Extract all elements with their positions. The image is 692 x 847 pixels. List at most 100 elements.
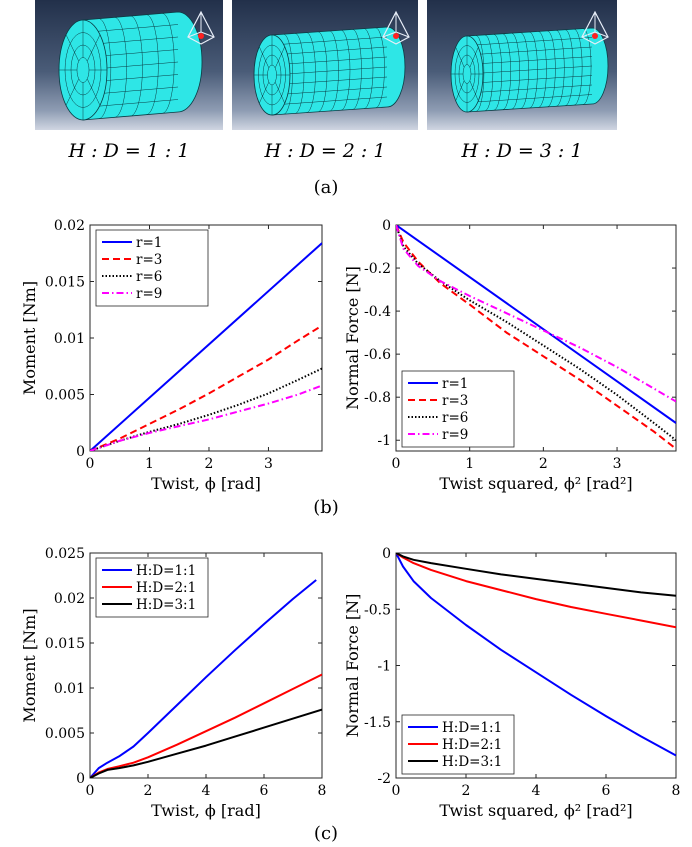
x-tick-label: 3 <box>264 456 273 472</box>
series-line-3 <box>90 384 322 451</box>
y-tick-label: 0.005 <box>45 388 85 404</box>
y-tick-label: 0.015 <box>45 636 85 652</box>
series-line-0 <box>396 225 676 424</box>
mesh-line <box>466 75 593 84</box>
cylinder-mesh-2-1 <box>253 10 410 116</box>
mesh-line <box>484 34 494 112</box>
legend-label-2: H:D=3:1 <box>442 754 502 770</box>
mesh-spoke <box>87 34 101 62</box>
mesh-line <box>466 56 593 65</box>
y-tick-label: -0.8 <box>364 390 391 406</box>
legend: H:D=1:1H:D=2:1H:D=3:1 <box>95 557 209 618</box>
series-line-1 <box>396 553 676 629</box>
mesh-spoke <box>274 81 285 104</box>
mesh-line <box>466 37 593 46</box>
caption-a: (a) <box>313 177 339 198</box>
y-tick-label: 0.015 <box>45 275 85 291</box>
mesh-line <box>363 28 374 109</box>
ratio-label-3: H : D = 3 : 1 <box>461 140 583 162</box>
y-tick-label: 0.005 <box>45 726 85 742</box>
x-tick-label: 8 <box>672 783 681 799</box>
legend: r=1r=3r=6r=9 <box>401 370 515 448</box>
mesh-spoke <box>259 81 270 104</box>
series-line-2 <box>396 225 676 441</box>
mesh-line <box>502 33 511 110</box>
y-axis-label: Moment [Nm] <box>20 608 39 722</box>
series-line-0 <box>90 242 322 451</box>
mesh-line <box>162 13 175 114</box>
y-tick-label: 0.025 <box>45 546 85 562</box>
y-tick-label: 0 <box>76 444 85 460</box>
mesh-spoke <box>455 47 465 68</box>
x-tick-label: 3 <box>613 456 622 472</box>
legend-label-3: r=9 <box>442 427 468 443</box>
y-tick-label: 0 <box>76 771 85 787</box>
legend-label-1: r=3 <box>442 393 468 409</box>
cylinder-mesh-3-1 <box>450 10 609 113</box>
mesh-render-1-1 <box>35 0 223 130</box>
mesh-line <box>565 29 574 106</box>
mesh-line <box>271 66 388 76</box>
x-tick-label: 1 <box>465 456 474 472</box>
legend-label-2: r=6 <box>442 410 468 426</box>
mesh-line <box>114 17 127 118</box>
y-tick-label: 0.02 <box>54 218 85 234</box>
y-tick-label: -0.6 <box>364 347 391 363</box>
x-axis-label: Twist squared, ϕ² [rad²] <box>439 474 632 493</box>
mesh-line <box>466 46 593 56</box>
series-line-2 <box>90 708 322 778</box>
series-line-0 <box>396 553 676 757</box>
legend-label-1: H:D=2:1 <box>442 737 502 753</box>
axis-triad-icon <box>187 10 215 45</box>
legend-label-0: H:D=1:1 <box>442 720 502 736</box>
mesh-line <box>130 15 143 117</box>
x-tick-label: 2 <box>144 783 153 799</box>
mesh-line <box>466 94 593 103</box>
mesh-line <box>317 31 328 113</box>
series-line-3 <box>396 225 676 403</box>
mesh-line <box>271 36 388 46</box>
x-axis-label: Twist, ϕ [rad] <box>151 474 261 493</box>
mesh-line <box>283 33 293 115</box>
x-tick-label: 1 <box>145 456 154 472</box>
series-line-2 <box>396 553 676 597</box>
y-tick-label: 0.01 <box>54 331 85 347</box>
x-axis-label: Twist squared, ϕ² [rad²] <box>439 801 632 820</box>
mesh-line <box>547 30 556 108</box>
x-tick-label: 2 <box>462 783 471 799</box>
chart-c-normal-force: 0 2 4 6 8 -2 -1.5 -1 -0.5 0 Twist squared, ϕ² [rad… <box>343 546 681 820</box>
caption-b: (b) <box>313 497 339 518</box>
y-tick-label: -1 <box>377 433 391 449</box>
x-tick-label: 6 <box>260 783 269 799</box>
x-tick-label: 0 <box>392 783 401 799</box>
x-tick-label: 8 <box>318 783 327 799</box>
mesh-line <box>146 14 159 115</box>
mesh-line <box>98 18 112 119</box>
x-tick-label: 6 <box>602 783 611 799</box>
mesh-line <box>538 31 547 108</box>
y-tick-label: 0 <box>382 218 391 234</box>
mesh-line <box>306 32 316 113</box>
mesh-line <box>574 28 583 106</box>
x-tick-label: 4 <box>532 783 541 799</box>
chart-b-normal-force: 0 1 2 3 -1 -0.8 -0.6 -0.4 -0.2 0 Twist squared, ϕ²… <box>343 218 677 493</box>
chart-c-moment: 0 2 4 6 8 0 0.005 0.01 0.015 0.02 0.025 Twist, ϕ [r… <box>20 546 327 820</box>
y-tick-label: -0.4 <box>364 304 391 320</box>
legend: r=1r=3r=6r=9 <box>95 229 209 307</box>
y-tick-label: 0.01 <box>54 681 85 697</box>
mesh-spoke <box>65 34 79 62</box>
mesh-render-3-1 <box>427 0 617 130</box>
y-axis-label: Normal Force [N] <box>343 594 362 738</box>
legend-label-0: H:D=1:1 <box>136 563 196 579</box>
y-tick-label: 0 <box>382 546 391 562</box>
mesh-line <box>352 29 362 110</box>
legend-label-1: r=3 <box>136 252 162 268</box>
legend: H:D=1:1H:D=2:1H:D=3:1 <box>401 714 515 775</box>
x-tick-label: 2 <box>205 456 214 472</box>
series-line-1 <box>90 324 322 451</box>
ratio-label-2: H : D = 2 : 1 <box>264 140 386 162</box>
x-tick-label: 0 <box>86 456 95 472</box>
chart-b-moment: 0 1 2 3 0 0.005 0.01 0.015 0.02 Twist, ϕ [rad] Mom… <box>20 218 323 493</box>
mesh-spoke <box>469 80 479 101</box>
cylinder-mesh-1-1 <box>58 10 215 121</box>
